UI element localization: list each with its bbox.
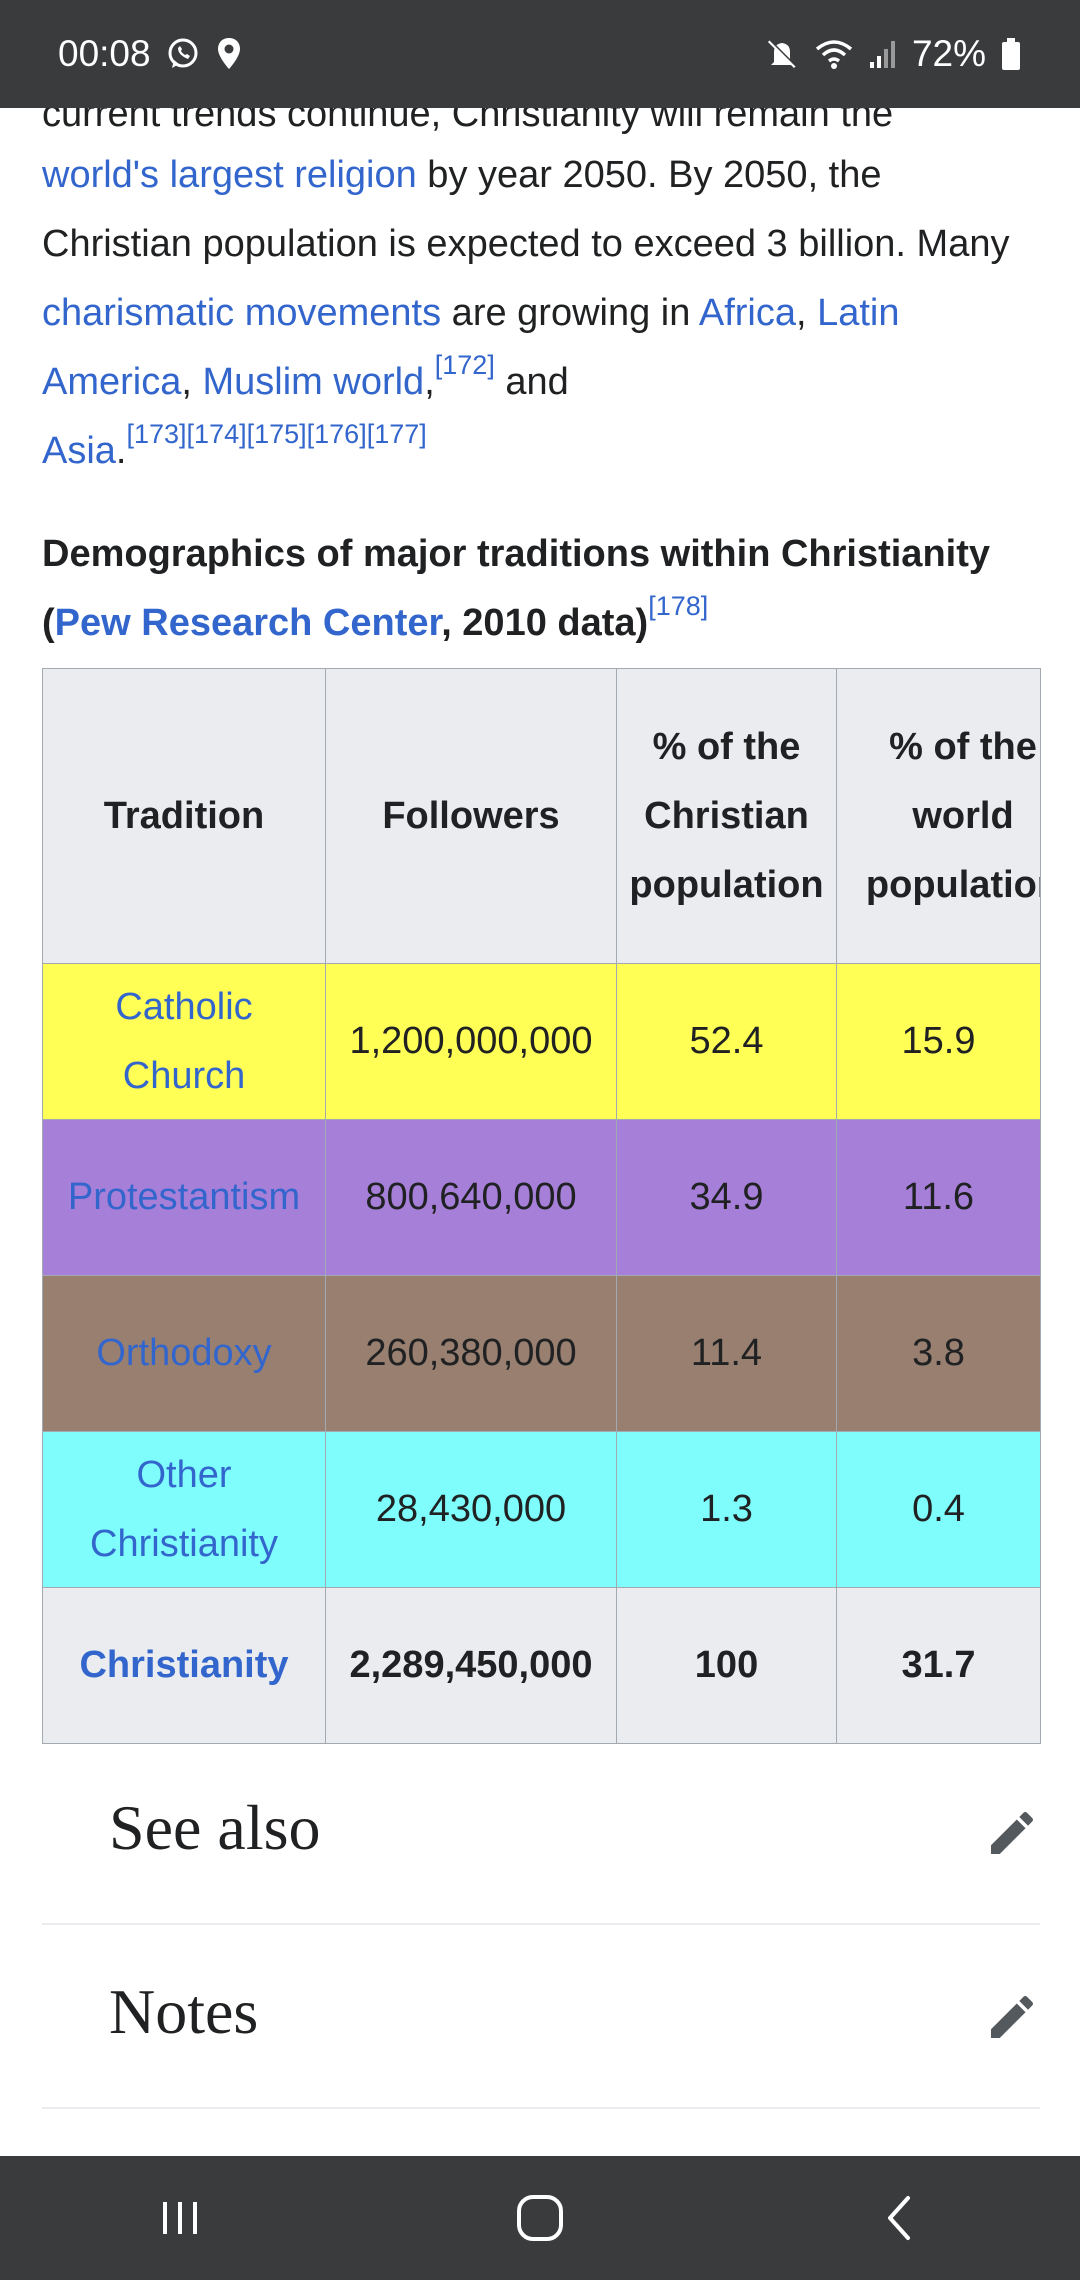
cell-tradition-link[interactable]: Other Christianity: [90, 1453, 278, 1565]
cell-tradition: Protestantism: [42, 1119, 326, 1276]
mute-icon: [767, 39, 797, 69]
cell-pct-world: 0.4: [836, 1431, 1041, 1588]
table-row: Other Christianity 28,430,000 1.3 0.4: [42, 1431, 1041, 1588]
table-header-row: Tradition Followers % of the Christian p…: [42, 668, 1041, 964]
reference-links[interactable]: [173][174][175][176][177]: [126, 419, 427, 449]
cell-followers: 1,200,000,000: [325, 963, 617, 1120]
cell-pct-christian: 1.3: [616, 1431, 837, 1588]
cell-pct-christian: 11.4: [616, 1275, 837, 1432]
cell-pct-christian: 34.9: [616, 1119, 837, 1276]
article-paragraph: world's largest religion by year 2050. B…: [42, 154, 1010, 472]
home-icon[interactable]: [510, 2188, 570, 2248]
section-see-also[interactable]: See also: [42, 1741, 1040, 1925]
cell-followers: 28,430,000: [325, 1431, 617, 1588]
link-worlds-largest-religion[interactable]: world's largest religion: [42, 154, 417, 196]
recent-apps-icon[interactable]: [150, 2188, 210, 2248]
wifi-icon: [815, 40, 853, 69]
section-notes[interactable]: Notes: [42, 1925, 1040, 2109]
back-icon[interactable]: [870, 2188, 930, 2248]
table-total-row: Christianity 2,289,450,000 100 31.7: [42, 1587, 1041, 1744]
cell-pct-christian: 100: [616, 1587, 837, 1744]
link-africa[interactable]: Africa: [698, 292, 796, 334]
cell-tradition-link[interactable]: Catholic Church: [115, 985, 253, 1097]
cell-tradition-link[interactable]: Christianity: [79, 1644, 289, 1686]
header-pct-christian: % of the Christian population: [616, 668, 837, 964]
cell-pct-christian: 52.4: [616, 963, 837, 1120]
section-title: Notes: [109, 1976, 259, 2047]
cell-pct-world: 11.6: [836, 1119, 1041, 1276]
header-followers: Followers: [325, 668, 617, 964]
status-bar: 00:08 72%: [0, 0, 1080, 108]
link-muslim-world[interactable]: Muslim world: [202, 361, 425, 403]
reference-link[interactable]: [178]: [648, 591, 709, 621]
edit-pencil-icon[interactable]: [984, 1805, 1040, 1861]
header-pct-world: % of the world population: [836, 668, 1041, 964]
header-tradition: Tradition: [42, 668, 326, 964]
section-title: See also: [109, 1792, 321, 1863]
cell-followers: 800,640,000: [325, 1119, 617, 1276]
table-row: Orthodoxy 260,380,000 11.4 3.8: [42, 1275, 1041, 1432]
location-icon: [217, 38, 240, 69]
link-charismatic-movements[interactable]: charismatic movements: [42, 292, 442, 334]
whatsapp-icon: [168, 38, 198, 68]
cell-pct-world: 3.8: [836, 1275, 1041, 1432]
table-row: Protestantism 800,640,000 34.9 11.6: [42, 1119, 1041, 1276]
cell-tradition: Christianity: [42, 1587, 326, 1744]
cell-followers: 260,380,000: [325, 1275, 617, 1432]
link-asia[interactable]: Asia: [42, 430, 116, 472]
cell-pct-world: 15.9: [836, 963, 1041, 1120]
cell-tradition: Orthodoxy: [42, 1275, 326, 1432]
table-caption: Demographics of major traditions within …: [42, 533, 990, 644]
edit-pencil-icon[interactable]: [984, 1989, 1040, 2045]
table-row: Catholic Church 1,200,000,000 52.4 15.9: [42, 963, 1041, 1120]
signal-icon: [869, 41, 895, 68]
cell-tradition: Other Christianity: [42, 1431, 326, 1588]
cell-pct-world: 31.7: [836, 1587, 1041, 1744]
battery-icon: [1002, 38, 1020, 70]
link-latin-america[interactable]: Latin America: [42, 292, 900, 403]
status-time: 00:08: [58, 33, 151, 74]
navigation-bar: [0, 2156, 1080, 2280]
cell-tradition-link[interactable]: Protestantism: [67, 1176, 301, 1218]
battery-percent: 72%: [911, 33, 986, 74]
cell-tradition: Catholic Church: [42, 963, 326, 1120]
cell-tradition-link[interactable]: Orthodoxy: [96, 1332, 272, 1374]
demographics-table: Tradition Followers % of the Christian p…: [42, 668, 1041, 1744]
cell-followers: 2,289,450,000: [325, 1587, 617, 1744]
article-content: current trends continue, Christianity wi…: [42, 93, 1041, 1744]
link-pew-research-center[interactable]: Pew Research Center: [54, 602, 442, 644]
reference-link[interactable]: [172]: [434, 350, 495, 380]
